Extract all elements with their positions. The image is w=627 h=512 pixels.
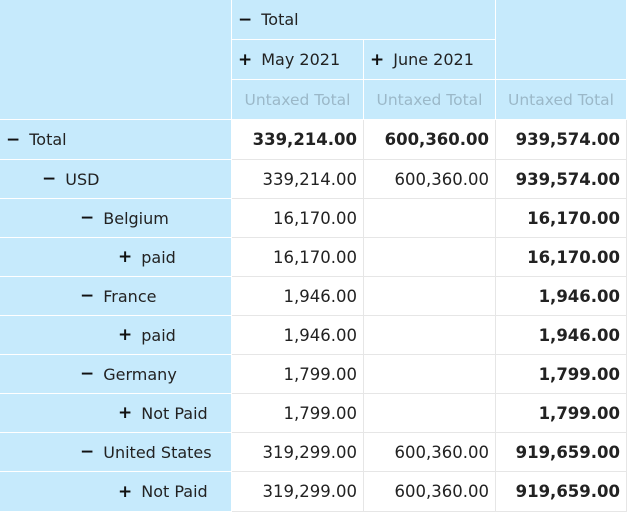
- minus-icon: −: [238, 9, 253, 30]
- cell-total: 1,799.00: [496, 355, 627, 394]
- cell-may: 339,214.00: [232, 120, 364, 160]
- row-label: Belgium: [103, 208, 169, 228]
- plus-icon: +: [118, 403, 133, 423]
- cell-may: 319,299.00: [232, 472, 364, 512]
- cell-may: 1,946.00: [232, 277, 364, 316]
- row-header[interactable]: + paid: [0, 238, 232, 277]
- cell-june: 600,360.00: [364, 472, 496, 512]
- cell-may: 1,946.00: [232, 316, 364, 355]
- plus-icon: +: [118, 325, 133, 345]
- cell-june: 600,360.00: [364, 120, 496, 160]
- row-label: Total: [29, 130, 67, 149]
- cell-may: 16,170.00: [232, 238, 364, 277]
- minus-icon: −: [80, 364, 95, 384]
- col-header-june-2021[interactable]: + June 2021: [364, 40, 496, 80]
- cell-may: 16,170.00: [232, 199, 364, 238]
- col-header-may-label: May 2021: [261, 50, 341, 69]
- cell-total: 1,799.00: [496, 394, 627, 433]
- col-header-total-label: Total: [261, 10, 299, 29]
- row-header[interactable]: − Germany: [0, 355, 232, 394]
- row-label: paid: [141, 325, 176, 345]
- measure-header-june[interactable]: Untaxed Total: [364, 80, 496, 120]
- col-header-total[interactable]: − Total: [232, 0, 496, 40]
- cell-total: 1,946.00: [496, 277, 627, 316]
- row-header[interactable]: − Total: [0, 120, 232, 160]
- cell-total: 1,946.00: [496, 316, 627, 355]
- row-label: United States: [103, 442, 212, 462]
- cell-total: 16,170.00: [496, 199, 627, 238]
- minus-icon: −: [80, 442, 95, 462]
- cell-june: [364, 394, 496, 433]
- row-label: paid: [141, 247, 176, 267]
- corner-header: [0, 0, 232, 120]
- cell-total: 16,170.00: [496, 238, 627, 277]
- row-header[interactable]: − USD: [0, 160, 232, 199]
- cell-june: 600,360.00: [364, 160, 496, 199]
- plus-icon: +: [118, 481, 133, 502]
- row-header[interactable]: + paid: [0, 316, 232, 355]
- cell-total: 939,574.00: [496, 120, 627, 160]
- cell-june: [364, 277, 496, 316]
- measure-header-total[interactable]: Untaxed Total: [496, 80, 627, 120]
- minus-icon: −: [42, 169, 57, 189]
- row-label: Germany: [103, 364, 177, 384]
- cell-total: 919,659.00: [496, 433, 627, 472]
- cell-may: 339,214.00: [232, 160, 364, 199]
- col-header-total-spacer: [496, 0, 627, 80]
- row-label: Not Paid: [141, 403, 208, 423]
- measure-header-may[interactable]: Untaxed Total: [232, 80, 364, 120]
- row-header[interactable]: + Not Paid: [0, 472, 232, 512]
- cell-may: 1,799.00: [232, 355, 364, 394]
- row-label: USD: [65, 169, 100, 189]
- plus-icon: +: [118, 247, 133, 267]
- col-header-june-label: June 2021: [393, 50, 474, 69]
- cell-june: [364, 199, 496, 238]
- cell-may: 1,799.00: [232, 394, 364, 433]
- row-header[interactable]: − United States: [0, 433, 232, 472]
- cell-total: 939,574.00: [496, 160, 627, 199]
- cell-june: [364, 316, 496, 355]
- col-header-may-2021[interactable]: + May 2021: [232, 40, 364, 80]
- row-header[interactable]: − Belgium: [0, 199, 232, 238]
- cell-june: [364, 238, 496, 277]
- minus-icon: −: [80, 286, 95, 306]
- cell-total: 919,659.00: [496, 472, 627, 512]
- plus-icon: +: [238, 49, 253, 70]
- minus-icon: −: [6, 129, 21, 150]
- row-header[interactable]: + Not Paid: [0, 394, 232, 433]
- plus-icon: +: [370, 49, 385, 70]
- minus-icon: −: [80, 208, 95, 228]
- cell-may: 319,299.00: [232, 433, 364, 472]
- cell-june: [364, 355, 496, 394]
- row-label: France: [103, 286, 157, 306]
- row-header[interactable]: − France: [0, 277, 232, 316]
- row-label: Not Paid: [141, 482, 208, 501]
- cell-june: 600,360.00: [364, 433, 496, 472]
